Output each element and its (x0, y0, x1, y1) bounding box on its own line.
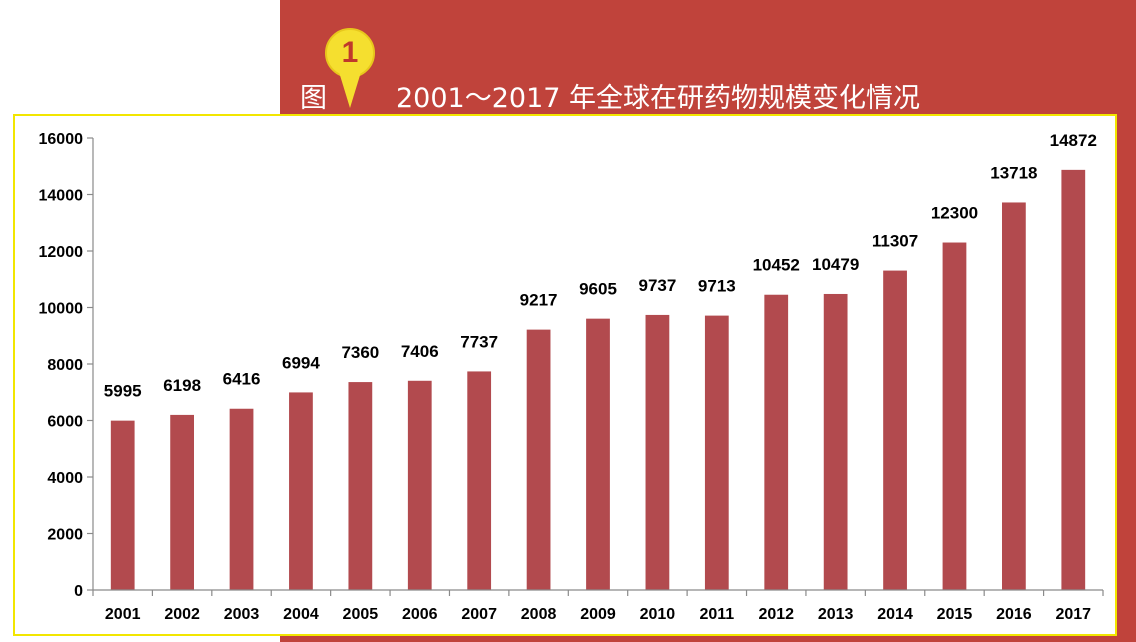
bar (1061, 169, 1086, 590)
bar (586, 318, 610, 590)
y-tick-label: 14000 (39, 188, 84, 205)
x-tick-label: 2007 (461, 606, 497, 623)
data-label: 9217 (520, 291, 558, 310)
x-axis: 2001 2002 2003 2004 2005 2006 2007 2008 2009 2010… (92, 589, 1104, 623)
map-pin-icon (325, 28, 375, 108)
x-tick-label: 2012 (758, 606, 794, 623)
data-label: 6416 (223, 370, 261, 389)
figure-number: 1 (341, 36, 359, 69)
x-tick-label: 2001 (105, 606, 141, 623)
data-label: 5995 (104, 382, 142, 401)
x-tick-label: 2011 (699, 606, 734, 623)
y-tick-label: 12000 (39, 244, 84, 261)
x-tick-label: 2002 (164, 606, 200, 623)
x-tick-label: 2005 (343, 606, 379, 623)
bar (289, 392, 313, 590)
data-label: 7737 (460, 332, 498, 351)
bar (1002, 202, 1026, 590)
bar (110, 420, 135, 590)
data-label: 6994 (282, 353, 320, 372)
y-tick-label: 8000 (47, 357, 83, 374)
x-tick-label: 2009 (580, 606, 616, 623)
bars (110, 169, 1086, 590)
x-tick-label: 2014 (877, 606, 913, 623)
data-label: 7360 (341, 343, 379, 362)
x-tick-label: 2006 (402, 606, 438, 623)
bar (348, 382, 373, 590)
bar (170, 414, 194, 590)
data-label: 7406 (401, 342, 439, 361)
bar-chart: 0 2000 4000 6000 8000 10000 12000 14000 16000 59… (39, 131, 1104, 623)
bar (645, 314, 670, 590)
bar (823, 293, 848, 590)
x-tick-label: 2013 (818, 606, 854, 623)
x-tick-label: 2003 (224, 606, 260, 623)
x-tick-label: 2008 (521, 606, 557, 623)
y-tick-label: 16000 (39, 131, 84, 148)
bar (942, 242, 967, 590)
data-label: 10452 (753, 256, 800, 275)
bar (526, 329, 551, 590)
x-tick-label: 2010 (640, 606, 676, 623)
data-label: 11307 (872, 232, 918, 251)
y-tick-label: 0 (74, 583, 83, 600)
bar (467, 371, 492, 590)
x-tick-label: 2016 (996, 606, 1032, 623)
bar (883, 270, 907, 590)
y-axis: 0 2000 4000 6000 8000 10000 12000 14000 16000 (39, 131, 94, 600)
figure-number-badge: 1 (322, 28, 378, 110)
data-label: 13718 (990, 163, 1037, 182)
chart-frame: 0 2000 4000 6000 8000 10000 12000 14000 16000 59… (13, 114, 1117, 636)
data-label: 10479 (812, 255, 859, 274)
y-tick-label: 4000 (47, 470, 83, 487)
data-label: 9713 (698, 277, 736, 296)
chart-title: 2001～2017 年全球在研药物规模变化情况 (396, 83, 921, 114)
bar (407, 380, 432, 590)
data-label: 9605 (579, 280, 617, 299)
y-tick-label: 2000 (47, 527, 83, 544)
x-tick-label: 2017 (1055, 606, 1091, 623)
data-label: 14872 (1050, 131, 1097, 150)
data-label: 12300 (931, 204, 978, 223)
bar (764, 294, 789, 590)
data-label: 6198 (163, 376, 201, 395)
y-tick-label: 6000 (47, 414, 83, 431)
figure-prefix: 图 (300, 83, 327, 114)
x-tick-label: 2004 (283, 606, 319, 623)
bar (229, 408, 254, 590)
x-tick-label: 2015 (937, 606, 973, 623)
y-tick-label: 10000 (39, 301, 84, 318)
bar (704, 315, 729, 590)
data-labels: 5995 6198 6416 6994 7360 7406 7737 9217 9605 9737… (104, 131, 1097, 401)
data-label: 9737 (638, 276, 676, 295)
